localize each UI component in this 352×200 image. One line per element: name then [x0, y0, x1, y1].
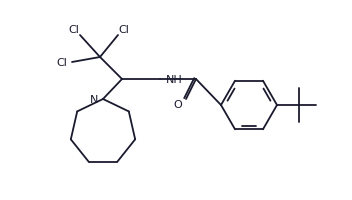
Text: Cl: Cl: [69, 25, 80, 35]
Text: Cl: Cl: [119, 25, 130, 35]
Text: N: N: [90, 95, 98, 104]
Text: NH: NH: [166, 75, 183, 85]
Text: O: O: [174, 100, 182, 109]
Text: Cl: Cl: [57, 58, 68, 68]
